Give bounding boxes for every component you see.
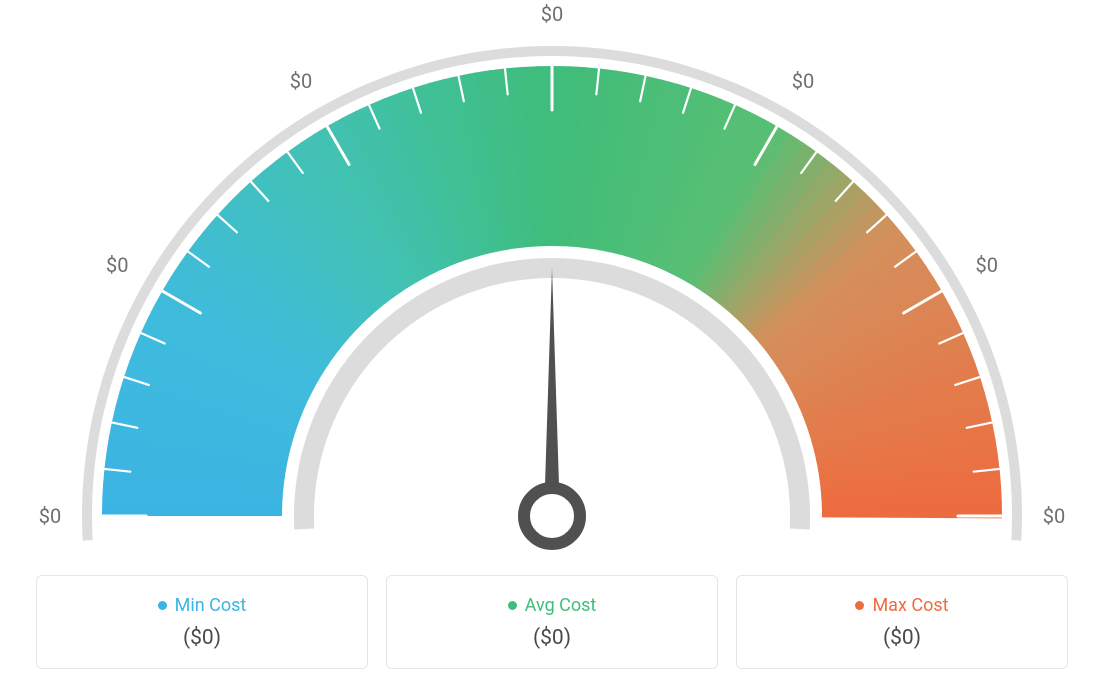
legend-value-avg: ($0) — [533, 626, 571, 650]
legend-header-max: Max Cost — [855, 595, 948, 616]
gauge-scale-label: $0 — [290, 69, 312, 93]
gauge-needle — [524, 268, 580, 544]
legend-row: Min Cost ($0) Avg Cost ($0) Max Cost ($0… — [36, 575, 1068, 669]
cost-gauge-container: $0 $0 $0 $0 $0 $0 $0 Min Cost ($0) Avg Cost ($… — [0, 0, 1104, 690]
legend-card-avg: Avg Cost ($0) — [386, 575, 718, 669]
legend-dot-min — [158, 601, 167, 610]
gauge-scale-label: $0 — [39, 504, 61, 528]
gauge-scale-label: $0 — [541, 2, 563, 26]
legend-header-avg: Avg Cost — [508, 595, 597, 616]
gauge-scale-label: $0 — [792, 69, 814, 93]
legend-label-avg: Avg Cost — [525, 595, 597, 616]
legend-dot-max — [855, 601, 864, 610]
legend-label-min: Min Cost — [175, 595, 247, 616]
gauge-svg — [0, 0, 1104, 560]
legend-card-max: Max Cost ($0) — [736, 575, 1068, 669]
legend-value-min: ($0) — [183, 626, 221, 650]
gauge-scale-label: $0 — [1043, 504, 1065, 528]
legend-dot-avg — [508, 601, 517, 610]
gauge-scale-label: $0 — [975, 253, 997, 277]
gauge-chart: $0 $0 $0 $0 $0 $0 $0 — [0, 0, 1104, 560]
legend-card-min: Min Cost ($0) — [36, 575, 368, 669]
legend-value-max: ($0) — [883, 626, 921, 650]
legend-label-max: Max Cost — [872, 595, 948, 616]
legend-header-min: Min Cost — [158, 595, 247, 616]
gauge-scale-label: $0 — [106, 253, 128, 277]
